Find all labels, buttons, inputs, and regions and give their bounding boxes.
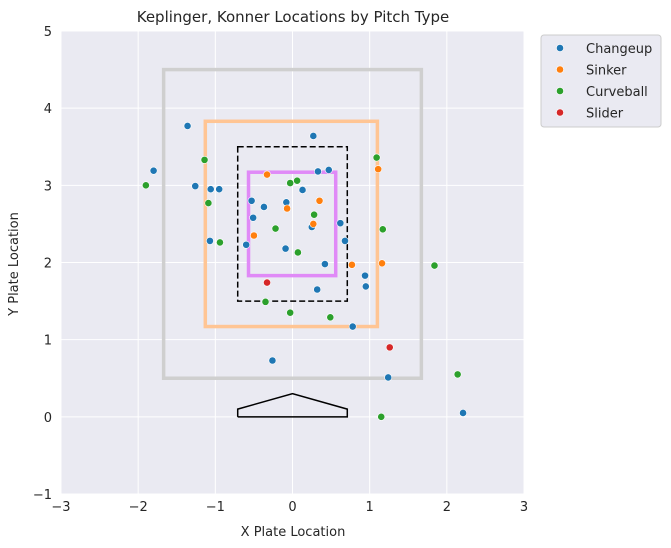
sinker-point: [309, 220, 318, 228]
sinker-point: [348, 260, 356, 269]
changeup-point: [206, 236, 214, 245]
zone-boxes: [161, 67, 424, 380]
curveball-point: [326, 313, 335, 322]
x-tick-labels: −3 −2 −1 0 1 2 3: [51, 500, 528, 515]
changeup-point: [459, 409, 467, 417]
changeup-point: [242, 240, 251, 249]
legend-label-slider: Slider: [586, 107, 624, 122]
sinker-point: [374, 165, 383, 174]
y-tick-labels: −1 0 1 2 3 4 5: [33, 25, 52, 503]
changeup-point: [298, 186, 307, 194]
sinker-point: [283, 204, 291, 213]
curveball-point: [310, 210, 319, 219]
sinker-point: [250, 231, 258, 240]
changeup-point: [206, 185, 215, 194]
curveball-point: [372, 153, 381, 162]
changeup-point: [247, 196, 256, 205]
changeup-point: [191, 182, 200, 191]
y-tick-label: 0: [44, 411, 52, 426]
legend-marker-changeup: [556, 44, 564, 52]
y-axis-label: Y Plate Location: [7, 212, 22, 317]
y-tick-label: 5: [44, 25, 52, 40]
changeup-point: [361, 282, 370, 291]
changeup-point: [348, 322, 357, 331]
changeup-point: [215, 185, 224, 194]
changeup-point: [313, 285, 322, 294]
y-tick-label: 2: [44, 257, 52, 272]
changeup-point: [314, 167, 322, 176]
x-tick-label: 3: [520, 500, 528, 515]
curveball-point: [204, 199, 213, 207]
x-tick-label: 1: [366, 500, 374, 515]
sinker-point: [315, 196, 324, 205]
x-tick-label: 0: [288, 500, 296, 515]
legend-label-sinker: Sinker: [586, 64, 627, 79]
legend: Changeup Sinker Curveball Slider: [540, 34, 662, 128]
home-plate: [236, 392, 349, 418]
y-tick-label: 4: [44, 102, 52, 117]
x-axis-label: X Plate Location: [241, 525, 346, 540]
curveball-point: [430, 261, 439, 270]
curveball-point: [293, 176, 302, 185]
curveball-point: [261, 297, 270, 306]
changeup-point: [384, 373, 393, 382]
inner-zone: [246, 170, 338, 278]
changeup-point: [324, 165, 333, 174]
legend-label-changeup: Changeup: [586, 42, 652, 57]
sinker-point: [263, 170, 271, 179]
outer-zone: [161, 67, 424, 380]
curveball-point: [286, 179, 295, 187]
changeup-point: [260, 203, 268, 211]
legend-box: [540, 34, 662, 128]
curveball-point: [294, 248, 302, 257]
curveball-point: [377, 412, 386, 421]
curveball-point: [200, 155, 209, 164]
y-tick-label: 1: [44, 334, 52, 349]
y-tick-label: −1: [33, 488, 52, 503]
x-tick-label: 2: [443, 500, 451, 515]
curveball-point: [271, 224, 280, 233]
curveball-point: [216, 238, 224, 247]
slider-point: [385, 343, 394, 352]
x-tick-label: −3: [51, 500, 70, 515]
slider-point: [263, 278, 271, 287]
sinker-point: [378, 259, 386, 268]
curveball-point: [453, 370, 462, 379]
legend-marker-slider: [556, 108, 564, 117]
strike-zone: [236, 146, 349, 302]
changeup-point: [149, 166, 158, 175]
changeup-point: [309, 132, 318, 140]
x-tick-label: −2: [129, 500, 148, 515]
data-points: [141, 122, 467, 421]
curveball-point: [378, 225, 387, 234]
legend-marker-sinker: [556, 65, 564, 74]
home-plate-outline: [236, 392, 349, 418]
legend-marker-curveball: [556, 87, 564, 95]
grid-lines: [60, 30, 525, 495]
changeup-point: [183, 122, 192, 130]
chart-title: Keplinger, Konner Locations by Pitch Typ…: [137, 8, 450, 26]
middle-zone: [203, 119, 380, 329]
curveball-point: [286, 308, 295, 317]
changeup-point: [336, 219, 345, 228]
changeup-point: [268, 356, 277, 365]
y-tick-label: 3: [44, 179, 52, 194]
x-tick-label: −1: [206, 500, 225, 515]
changeup-point: [249, 213, 258, 222]
changeup-point: [281, 244, 290, 253]
changeup-point: [361, 271, 369, 280]
legend-label-curveball: Curveball: [586, 85, 648, 100]
changeup-point: [321, 260, 329, 268]
changeup-point: [341, 236, 349, 245]
curveball-point: [141, 181, 150, 190]
